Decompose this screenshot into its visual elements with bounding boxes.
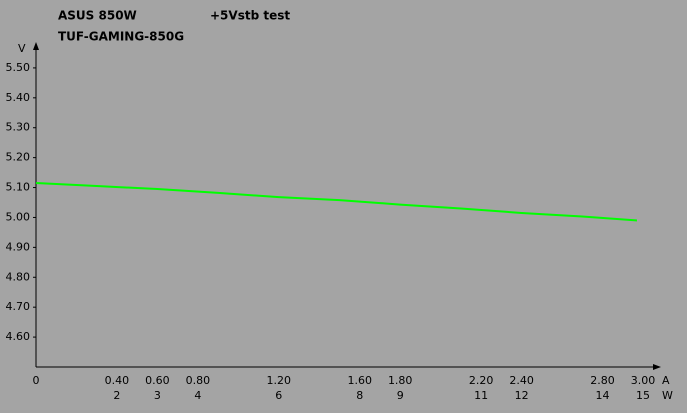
y-tick-label: 5.00 bbox=[6, 210, 31, 223]
x-tick-label: 2.20 bbox=[469, 374, 494, 387]
x-tick-label: 1.60 bbox=[347, 374, 372, 387]
y-tick-label: 4.90 bbox=[6, 240, 31, 253]
x2-tick-label: 11 bbox=[474, 389, 488, 402]
y-tick-label: 5.40 bbox=[6, 91, 31, 104]
x-tick-label: 2.40 bbox=[509, 374, 534, 387]
x-unit: A bbox=[662, 374, 670, 387]
x2-tick-label: 12 bbox=[515, 389, 529, 402]
x-tick-label: 0.80 bbox=[186, 374, 211, 387]
y-tick-label: 4.70 bbox=[6, 300, 31, 313]
y-tick-label: 5.30 bbox=[6, 121, 31, 134]
x-arrow bbox=[653, 364, 661, 370]
x2-tick-label: 9 bbox=[397, 389, 404, 402]
x2-unit: W bbox=[662, 389, 673, 402]
x2-tick-label: 2 bbox=[113, 389, 120, 402]
y-tick-label: 4.60 bbox=[6, 330, 31, 343]
x2-tick-label: 4 bbox=[194, 389, 201, 402]
brand: ASUS 850W bbox=[58, 9, 137, 23]
y-tick-label: 5.20 bbox=[6, 151, 31, 164]
x-tick-label: 2.80 bbox=[590, 374, 615, 387]
model: TUF-GAMING-850G bbox=[58, 30, 184, 44]
x2-tick-label: 3 bbox=[154, 389, 161, 402]
x-tick-label: 0.40 bbox=[105, 374, 130, 387]
chart-title: +5Vstb test bbox=[210, 9, 290, 23]
data-line bbox=[35, 182, 638, 222]
x-tick-label: 3.00 bbox=[631, 374, 656, 387]
y-tick-label: 5.10 bbox=[6, 181, 31, 194]
x2-tick-label: 14 bbox=[596, 389, 610, 402]
x2-tick-label: 8 bbox=[356, 389, 363, 402]
x2-tick-label: 6 bbox=[275, 389, 282, 402]
x-tick-label: 1.20 bbox=[267, 374, 292, 387]
y-arrow bbox=[33, 42, 39, 50]
x2-tick-label: 15 bbox=[636, 389, 650, 402]
y-unit: V bbox=[18, 42, 26, 55]
x-tick-label: 1.80 bbox=[388, 374, 413, 387]
y-tick-label: 5.50 bbox=[6, 61, 31, 74]
x-tick-label: 0 bbox=[33, 374, 40, 387]
x-tick-label: 0.60 bbox=[145, 374, 170, 387]
y-tick-label: 4.80 bbox=[6, 270, 31, 283]
